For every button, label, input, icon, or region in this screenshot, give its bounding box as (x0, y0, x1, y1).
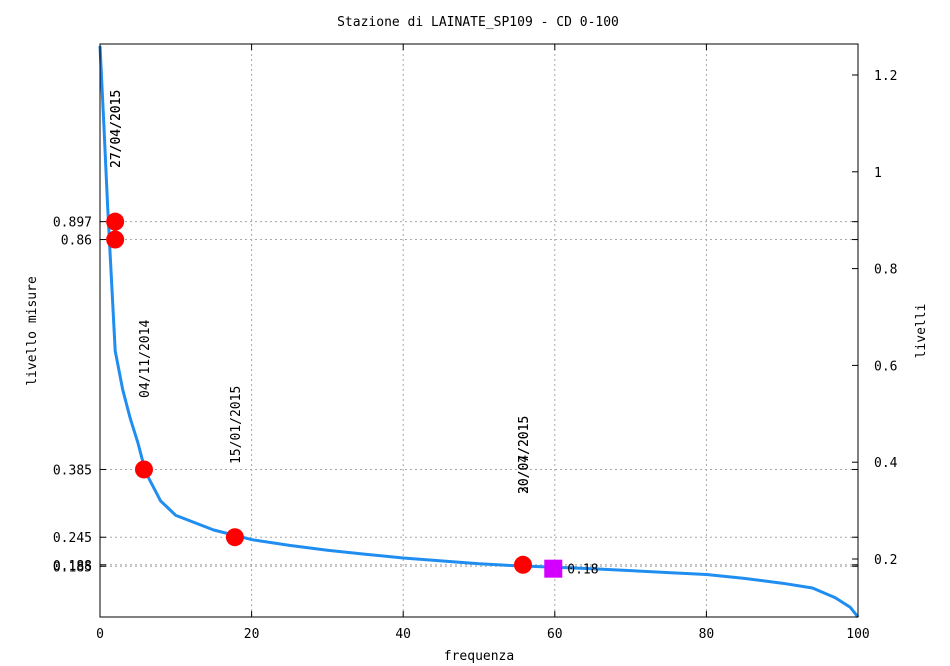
grid (100, 44, 858, 617)
x-axis-label: frequenza (444, 649, 514, 664)
date-labels: 27/04/201527/04/201504/11/201415/01/2015… (109, 90, 532, 494)
point-marker (134, 460, 153, 479)
series-layer (98, 45, 860, 619)
y-axis-label: livello misure (25, 276, 40, 386)
date-label: 30/07/2015 (517, 416, 532, 494)
y-right-tick-label: 0.4 (874, 456, 898, 471)
y-left-tick-label: 0.245 (53, 531, 92, 546)
plot-frame (99, 43, 859, 618)
y-left-tick-label: 0.897 (53, 216, 92, 231)
x-tick-label: 20 (244, 627, 260, 642)
square-value-label: 0.18 (567, 563, 598, 578)
point-marker (106, 212, 125, 231)
x-tick-label: 80 (699, 627, 715, 642)
y-left-tick-label: 0.188 (53, 559, 92, 574)
square-marker (544, 559, 563, 578)
date-label: 20/04/2015 (517, 416, 532, 494)
point-marker (106, 230, 125, 249)
y-left-tick-label: 0.86 (61, 234, 92, 249)
x-tick-label: 0 (96, 627, 104, 642)
date-label: 15/01/2015 (229, 386, 244, 464)
markers: 0.18 (106, 212, 599, 578)
point-marker (513, 555, 532, 574)
date-label: 04/11/2014 (138, 320, 153, 398)
x-tick-label: 100 (846, 627, 869, 642)
y2-axis-label: livelli (914, 304, 929, 359)
chart-title: Stazione di LAINATE_SP109 - CD 0-100 (337, 15, 619, 30)
series-line (98, 45, 860, 619)
y-right-tick-label: 1.2 (874, 69, 897, 84)
y-right-tick-label: 0.6 (874, 359, 897, 374)
y-left-tick-label: 0.185 (53, 560, 92, 575)
date-label: 27/04/2015 (109, 90, 124, 168)
y-right-tick-label: 0.2 (874, 553, 897, 568)
date-label: 27/04/2015 (109, 90, 124, 168)
y-right-tick-label: 0.8 (874, 263, 897, 278)
x-tick-label: 60 (547, 627, 563, 642)
y-left-tick-label: 0.385 (53, 463, 92, 478)
y-right-tick-label: 1 (874, 166, 882, 181)
axes: 0 20 40 60 80 1000.8970.860.3850.2450.1880.18… (53, 43, 898, 642)
x-tick-label: 40 (395, 627, 411, 642)
point-marker (225, 528, 244, 547)
